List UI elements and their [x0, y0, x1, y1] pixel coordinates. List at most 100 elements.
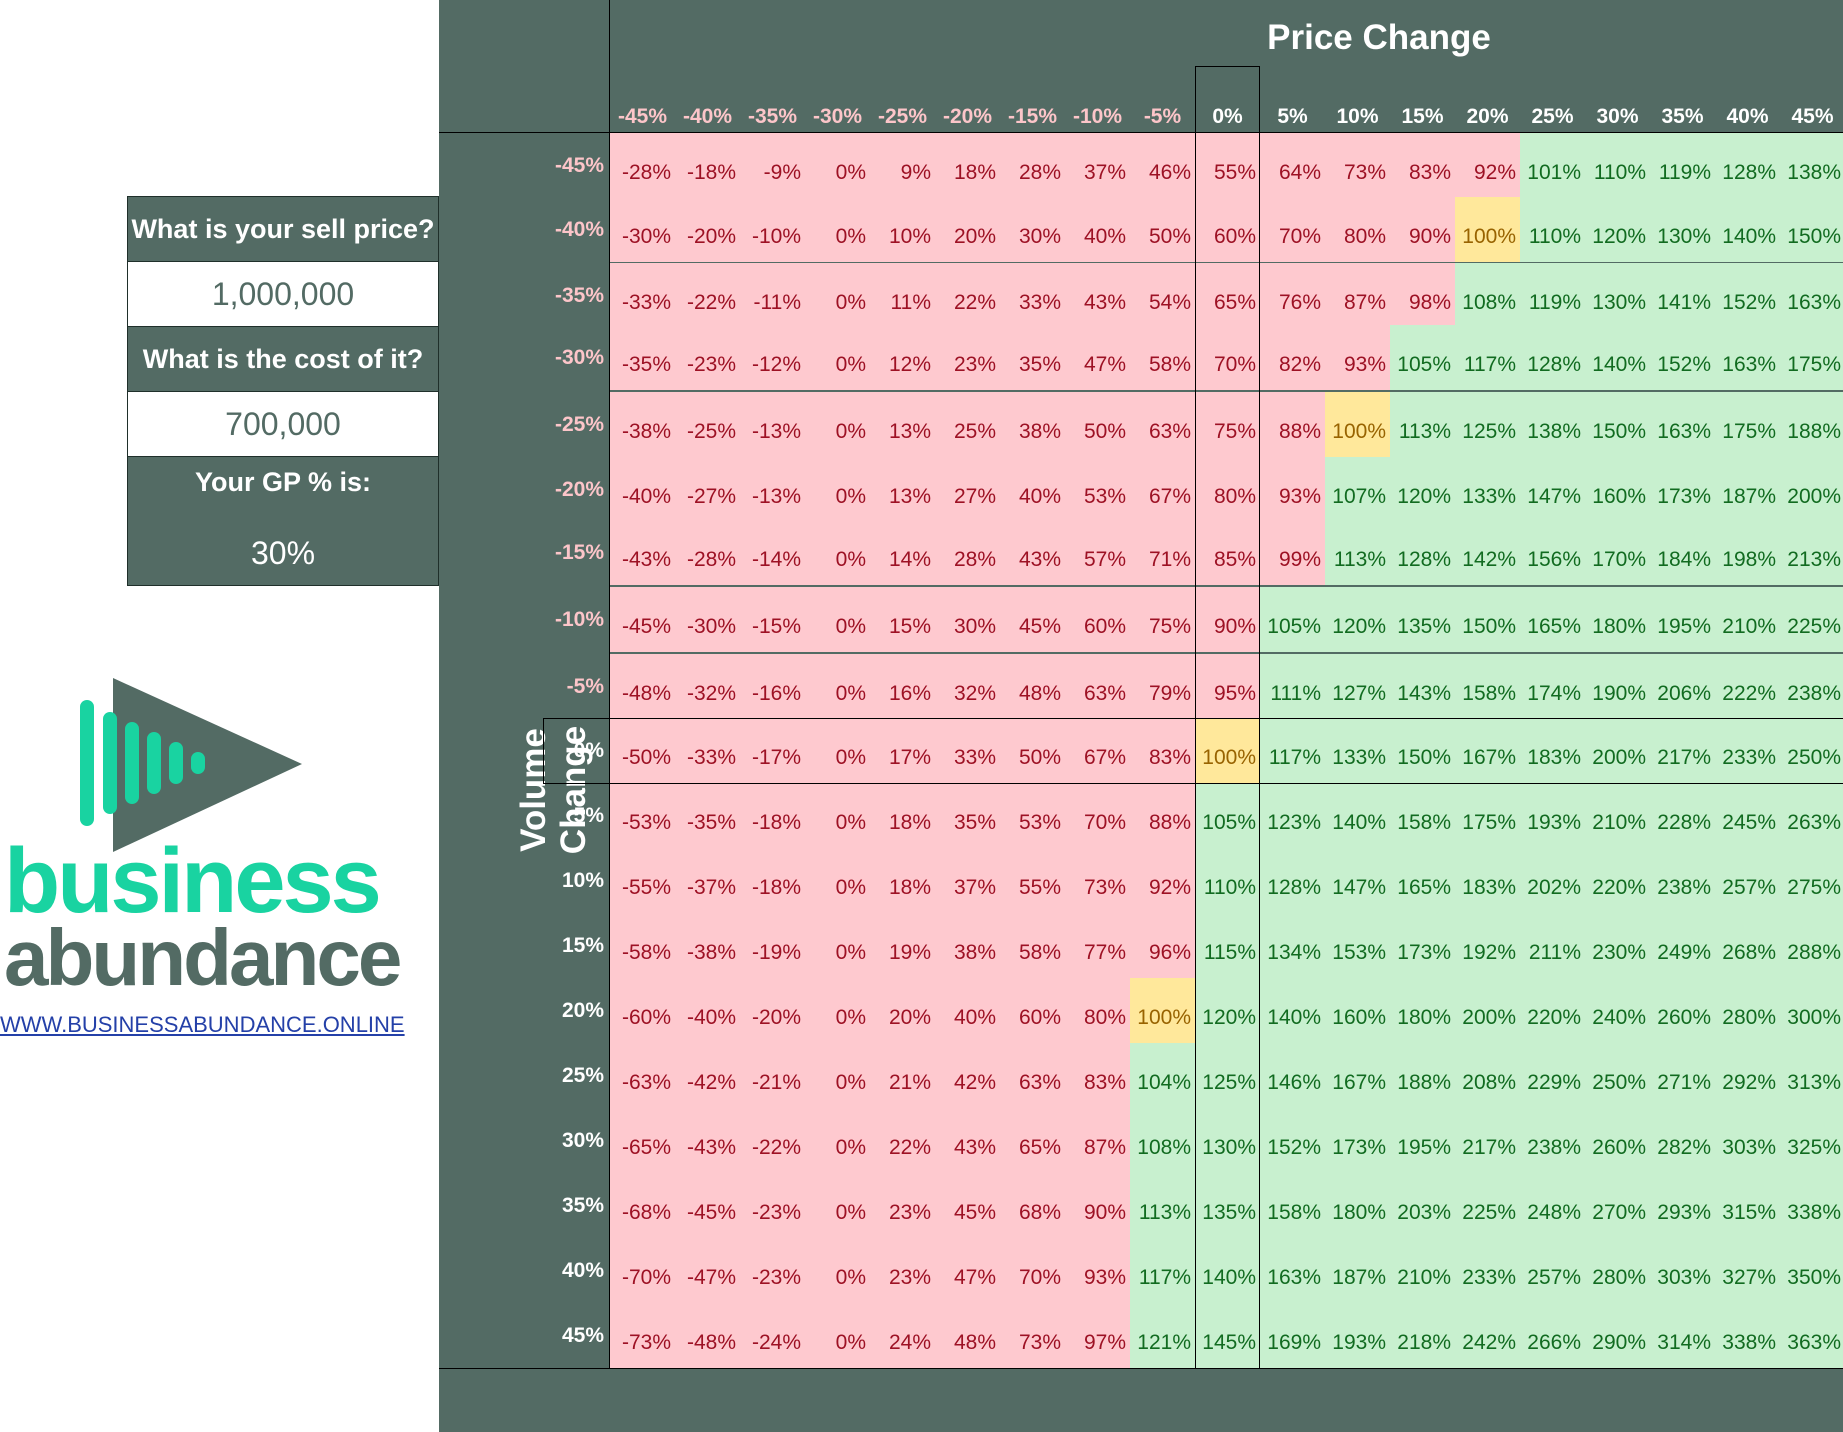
matrix-cell: 88% [1260, 392, 1325, 457]
matrix-cell: 257% [1520, 1238, 1585, 1303]
matrix-cell: 210% [1390, 1238, 1455, 1303]
matrix-cell: -30% [610, 197, 675, 262]
matrix-cell: 80% [1065, 978, 1130, 1043]
matrix-cell: 0% [805, 1238, 870, 1303]
matrix-cell: 135% [1195, 1173, 1260, 1238]
price-change-header: 25% [1531, 105, 1574, 128]
matrix-cell: 18% [935, 133, 1000, 198]
volume-change-header: 10% [561, 869, 604, 892]
cost-input[interactable]: 700,000 [127, 391, 439, 457]
sell-price-input[interactable]: 1,000,000 [127, 261, 439, 327]
matrix-cell: -16% [740, 654, 805, 719]
matrix-cell: 0% [805, 654, 870, 719]
matrix-cell: 260% [1650, 978, 1715, 1043]
matrix-cell: -18% [740, 848, 805, 913]
volume-change-header: 0% [573, 739, 604, 762]
matrix-cell: 14% [870, 520, 935, 585]
price-change-header: 40% [1726, 105, 1769, 128]
matrix-cell: -33% [610, 263, 675, 328]
matrix-cell: 150% [1455, 587, 1520, 652]
matrix-cell: 0% [805, 133, 870, 198]
matrix-cell: 0% [805, 1043, 870, 1108]
matrix-cell: 282% [1650, 1108, 1715, 1173]
matrix-cell: 125% [1195, 1043, 1260, 1108]
matrix-cell: 16% [870, 654, 935, 719]
matrix-cell: 187% [1325, 1238, 1390, 1303]
matrix-cell: -63% [610, 1043, 675, 1108]
matrix-cell: -43% [610, 520, 675, 585]
matrix-cell: 58% [1000, 913, 1065, 978]
matrix-cell: 192% [1455, 913, 1520, 978]
gp-value: 30% [250, 535, 316, 571]
matrix-cell: -40% [675, 978, 740, 1043]
matrix-cell: 152% [1650, 325, 1715, 390]
matrix-cell: 108% [1455, 263, 1520, 328]
matrix-cell: -20% [740, 978, 805, 1043]
matrix-cell: 245% [1715, 783, 1780, 848]
matrix-cell: -11% [740, 263, 805, 328]
matrix-cell: 93% [1260, 457, 1325, 522]
matrix-cell: 33% [1000, 263, 1065, 328]
zero-column-outline [1259, 66, 1260, 1368]
matrix-cell: 173% [1390, 913, 1455, 978]
volume-change-header: 35% [561, 1194, 604, 1217]
matrix-cell: 110% [1585, 133, 1650, 198]
price-change-header: 20% [1466, 105, 1509, 128]
matrix-cell: 183% [1455, 848, 1520, 913]
matrix-cell: 145% [1195, 1303, 1260, 1368]
matrix-cell: 50% [1065, 392, 1130, 457]
matrix-cell: 48% [935, 1303, 1000, 1368]
matrix-cell: 300% [1780, 978, 1843, 1043]
matrix-cell: 188% [1780, 392, 1843, 457]
matrix-cell: 35% [935, 783, 1000, 848]
volume-change-header: -45% [554, 154, 604, 177]
matrix-cell: 90% [1065, 1173, 1130, 1238]
matrix-cell: 338% [1715, 1303, 1780, 1368]
matrix-cell: 95% [1195, 654, 1260, 719]
volume-change-header: -5% [566, 675, 604, 698]
matrix-cell: 133% [1455, 457, 1520, 522]
matrix-cell: 225% [1780, 587, 1843, 652]
matrix-cell: 158% [1455, 654, 1520, 719]
matrix-cell: 138% [1520, 392, 1585, 457]
matrix-cell: 0% [805, 978, 870, 1043]
matrix-cell: 79% [1130, 654, 1195, 719]
price-change-header: -20% [942, 105, 993, 128]
matrix-cell: 303% [1715, 1108, 1780, 1173]
matrix-cell: 147% [1520, 457, 1585, 522]
price-change-header: -40% [682, 105, 733, 128]
matrix-cell: 125% [1455, 392, 1520, 457]
matrix-cell: 202% [1520, 848, 1585, 913]
matrix-cell: 163% [1780, 263, 1843, 328]
matrix-cell: 128% [1260, 848, 1325, 913]
matrix-cell: -47% [675, 1238, 740, 1303]
volume-change-header: 30% [561, 1129, 604, 1152]
matrix-cell: -73% [610, 1303, 675, 1368]
matrix-cell: -42% [675, 1043, 740, 1108]
matrix-cell: 123% [1260, 783, 1325, 848]
matrix-cell: 270% [1585, 1173, 1650, 1238]
matrix-cell: 80% [1195, 457, 1260, 522]
matrix-cell: 60% [1195, 197, 1260, 262]
matrix-cell: -23% [675, 325, 740, 390]
matrix-cell: 350% [1780, 1238, 1843, 1303]
matrix-cell: 180% [1585, 587, 1650, 652]
volume-change-header: 45% [561, 1324, 604, 1347]
matrix-cell: 173% [1650, 457, 1715, 522]
matrix-cell: -33% [675, 718, 740, 783]
website-link[interactable]: WWW.BUSINESSABUNDANCE.ONLINE [0, 1012, 405, 1037]
matrix-cell: -68% [610, 1173, 675, 1238]
matrix-cell: 117% [1260, 718, 1325, 783]
matrix-cell: 184% [1650, 520, 1715, 585]
matrix-cell: 268% [1715, 913, 1780, 978]
matrix-cell: 46% [1130, 133, 1195, 198]
matrix-cell: 338% [1780, 1173, 1843, 1238]
matrix-cell: 303% [1650, 1238, 1715, 1303]
matrix-cell: -25% [675, 392, 740, 457]
matrix-cell: 313% [1780, 1043, 1843, 1108]
matrix-cell: 156% [1520, 520, 1585, 585]
matrix-cell: 135% [1390, 587, 1455, 652]
matrix-cell: 200% [1455, 978, 1520, 1043]
matrix-cell: 193% [1325, 1303, 1390, 1368]
matrix-cell: 175% [1455, 783, 1520, 848]
